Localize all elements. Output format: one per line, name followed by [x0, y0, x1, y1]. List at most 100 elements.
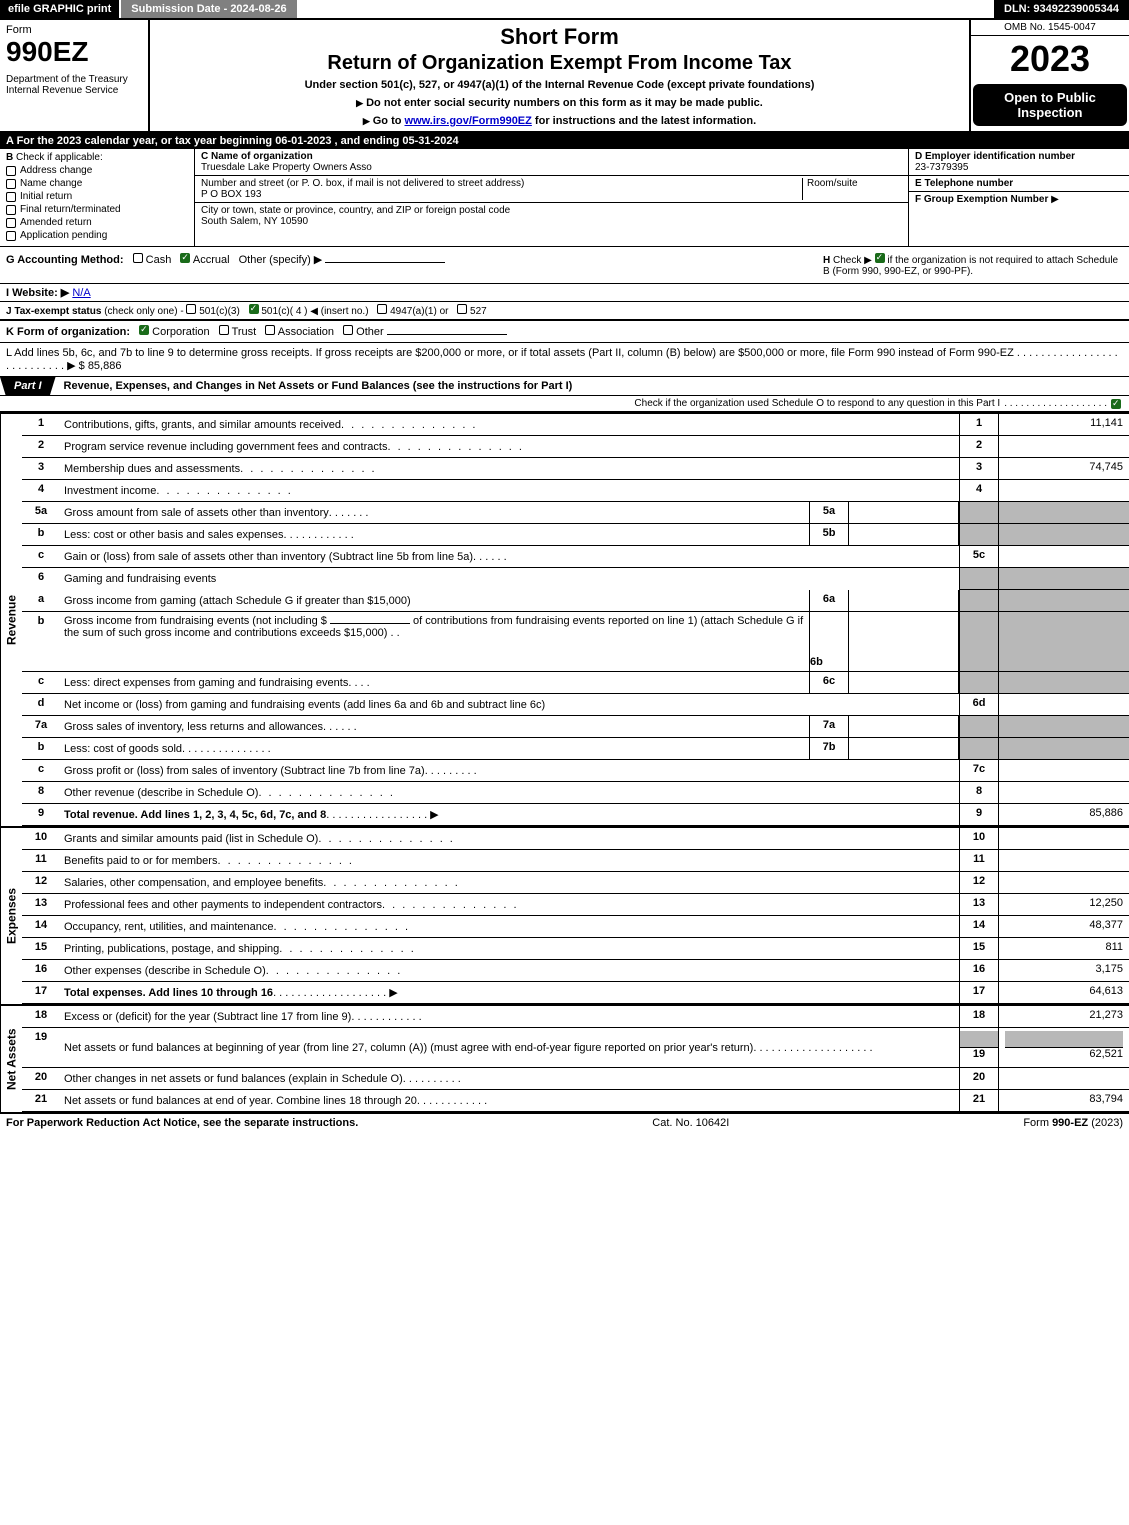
form-header: Form 990EZ Department of the Treasury In…: [0, 20, 1129, 133]
section-h: H Check ▶ if the organization is not req…: [823, 253, 1123, 277]
topbar-left: efile GRAPHIC print Submission Date - 20…: [0, 0, 297, 18]
revenue-section: Revenue 1 Contributions, gifts, grants, …: [0, 412, 1129, 826]
bcde-row: B Check if applicable: Address change Na…: [0, 149, 1129, 247]
line-6d: d Net income or (loss) from gaming and f…: [22, 694, 1129, 716]
telephone-label: E Telephone number: [915, 178, 1013, 189]
expenses-section: Expenses 10 Grants and similar amounts p…: [0, 826, 1129, 1004]
part1-title: Revenue, Expenses, and Changes in Net As…: [56, 377, 1129, 395]
line-13: 13 Professional fees and other payments …: [22, 894, 1129, 916]
netassets-label: Net Assets: [0, 1006, 22, 1112]
under-section: Under section 501(c), 527, or 4947(a)(1)…: [158, 79, 961, 91]
cb-corporation[interactable]: [139, 325, 149, 335]
part1-header: Part I Revenue, Expenses, and Changes in…: [0, 377, 1129, 396]
line-7c: c Gross profit or (loss) from sales of i…: [22, 760, 1129, 782]
cb-amended-return[interactable]: Amended return: [6, 217, 188, 228]
line-15-value: 811: [999, 938, 1129, 959]
cb-501c3[interactable]: [186, 304, 196, 314]
goto-line: Go to www.irs.gov/Form990EZ for instruct…: [158, 115, 961, 127]
line-9: 9 Total revenue. Add lines 1, 2, 3, 4, 5…: [22, 804, 1129, 826]
line-21-value: 83,794: [999, 1090, 1129, 1111]
line-8: 8 Other revenue (describe in Schedule O)…: [22, 782, 1129, 804]
line-2: 2 Program service revenue including gove…: [22, 436, 1129, 458]
line-19-value: 62,521: [1005, 1047, 1123, 1064]
line-5c-value: [999, 546, 1129, 567]
line-5b: b Less: cost or other basis and sales ex…: [22, 524, 1129, 546]
cb-527[interactable]: [457, 304, 467, 314]
cb-schedule-b[interactable]: [875, 253, 885, 263]
line-14-value: 48,377: [999, 916, 1129, 937]
room-suite-label: Room/suite: [802, 178, 902, 200]
line-10-value: [999, 828, 1129, 849]
gh-row: G Accounting Method: Cash Accrual Other …: [0, 247, 1129, 283]
section-j: J Tax-exempt status (check only one) - 5…: [0, 301, 1129, 321]
line-1-value: 11,141: [999, 414, 1129, 435]
line-11-value: [999, 850, 1129, 871]
line-4-value: [999, 480, 1129, 501]
cb-trust[interactable]: [219, 325, 229, 335]
section-k: K Form of organization: Corporation Trus…: [0, 321, 1129, 343]
irs-label: Internal Revenue Service: [6, 85, 142, 96]
line-11: 11 Benefits paid to or for members 11: [22, 850, 1129, 872]
cb-name-change[interactable]: Name change: [6, 178, 188, 189]
line-14: 14 Occupancy, rent, utilities, and maint…: [22, 916, 1129, 938]
line-15: 15 Printing, publications, postage, and …: [22, 938, 1129, 960]
street-address: P O BOX 193: [201, 189, 802, 200]
section-i: I Website: ▶ N/A: [0, 283, 1129, 301]
efile-print-button[interactable]: efile GRAPHIC print: [0, 0, 121, 18]
netassets-section: Net Assets 18 Excess or (deficit) for th…: [0, 1004, 1129, 1112]
cb-initial-return[interactable]: Initial return: [6, 191, 188, 202]
top-bar: efile GRAPHIC print Submission Date - 20…: [0, 0, 1129, 20]
header-right: OMB No. 1545-0047 2023 Open to Public In…: [969, 20, 1129, 131]
line-6a: a Gross income from gaming (attach Sched…: [22, 590, 1129, 612]
form-number: 990EZ: [6, 36, 142, 68]
line-2-value: [999, 436, 1129, 457]
form-label: Form: [6, 24, 142, 36]
section-de: D Employer identification number 23-7379…: [909, 149, 1129, 246]
gross-receipts-amount: ▶ $ 85,886: [67, 360, 121, 372]
line-3-value: 74,745: [999, 458, 1129, 479]
cb-accrual[interactable]: [180, 253, 190, 263]
revenue-label: Revenue: [0, 414, 22, 826]
line-7b: b Less: cost of goods sold . . . . . . .…: [22, 738, 1129, 760]
line-1: 1 Contributions, gifts, grants, and simi…: [22, 414, 1129, 436]
line-16: 16 Other expenses (describe in Schedule …: [22, 960, 1129, 982]
website-value[interactable]: N/A: [72, 287, 90, 299]
section-b: B Check if applicable: Address change Na…: [0, 149, 195, 246]
ein-label: D Employer identification number: [915, 151, 1075, 162]
cb-association[interactable]: [265, 325, 275, 335]
cb-other-org[interactable]: [343, 325, 353, 335]
line-3: 3 Membership dues and assessments 3 74,7…: [22, 458, 1129, 480]
header-left: Form 990EZ Department of the Treasury In…: [0, 20, 150, 131]
part1-tab: Part I: [0, 377, 56, 395]
cb-cash[interactable]: [133, 253, 143, 263]
tax-year: 2023: [971, 36, 1129, 82]
cb-address-change[interactable]: Address change: [6, 165, 188, 176]
line-9-value: 85,886: [999, 804, 1129, 825]
cb-schedule-o[interactable]: [1111, 399, 1121, 409]
line-5a: 5a Gross amount from sale of assets othe…: [22, 502, 1129, 524]
line-5c: c Gain or (loss) from sale of assets oth…: [22, 546, 1129, 568]
part1-check-row: Check if the organization used Schedule …: [0, 396, 1129, 412]
cat-no: Cat. No. 10642I: [652, 1117, 729, 1129]
line-21: 21 Net assets or fund balances at end of…: [22, 1090, 1129, 1112]
line-4: 4 Investment income 4: [22, 480, 1129, 502]
group-exemption-label: F Group Exemption Number: [915, 194, 1048, 205]
line-8-value: [999, 782, 1129, 803]
short-form-title: Short Form: [158, 24, 961, 50]
line-13-value: 12,250: [999, 894, 1129, 915]
section-a: A For the 2023 calendar year, or tax yea…: [0, 133, 1129, 149]
irs-link[interactable]: www.irs.gov/Form990EZ: [405, 115, 532, 127]
city-state-zip: South Salem, NY 10590: [201, 216, 902, 227]
line-20-value: [999, 1068, 1129, 1089]
line-20: 20 Other changes in net assets or fund b…: [22, 1068, 1129, 1090]
line-6b: b Gross income from fundraising events (…: [22, 612, 1129, 672]
omb-number: OMB No. 1545-0047: [971, 20, 1129, 36]
cb-501c[interactable]: [249, 304, 259, 314]
cb-final-return[interactable]: Final return/terminated: [6, 204, 188, 215]
line-6c: c Less: direct expenses from gaming and …: [22, 672, 1129, 694]
cb-4947[interactable]: [377, 304, 387, 314]
footer-form: Form 990-EZ (2023): [1023, 1117, 1123, 1129]
line-6d-value: [999, 694, 1129, 715]
submission-date: Submission Date - 2024-08-26: [121, 0, 296, 18]
cb-application-pending[interactable]: Application pending: [6, 230, 188, 241]
